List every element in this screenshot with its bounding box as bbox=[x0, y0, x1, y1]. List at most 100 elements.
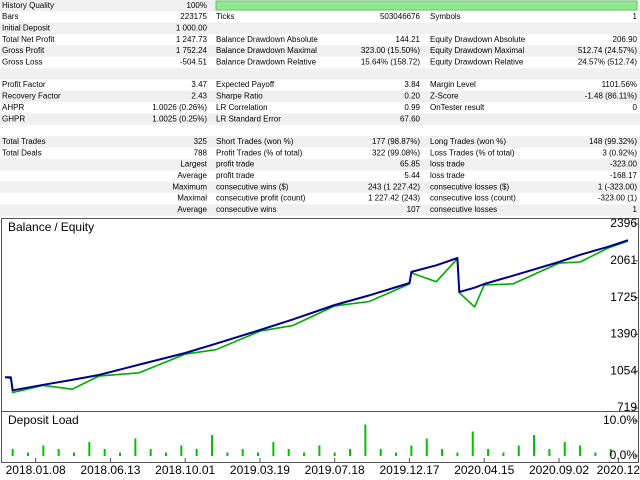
legend-separator: / bbox=[54, 220, 58, 234]
bar bbox=[195, 449, 198, 456]
cell-label: Short Trades (won %) bbox=[216, 137, 294, 146]
bar bbox=[180, 445, 183, 456]
bar bbox=[303, 452, 306, 456]
bar bbox=[471, 431, 474, 456]
cell-label: Equity Drawdown Absolute bbox=[430, 35, 526, 44]
bar bbox=[103, 449, 106, 456]
cell-value: 325 bbox=[194, 137, 208, 146]
row-background bbox=[0, 113, 640, 125]
cell-label: Sharpe Ratio bbox=[216, 92, 263, 101]
x-tick-label: 2020.09.02 bbox=[529, 463, 589, 477]
cell-value: 1 bbox=[633, 205, 638, 214]
chart-frame bbox=[1, 218, 639, 463]
row-background bbox=[0, 181, 640, 193]
cell-value: 107 bbox=[407, 205, 421, 214]
deposit-load-chart: Deposit Load 10.0% 0.0% bbox=[8, 413, 638, 462]
cell-label: Equity Drawdown Relative bbox=[430, 58, 524, 67]
cell-label: GHPR bbox=[2, 114, 25, 123]
bar bbox=[456, 452, 459, 456]
x-tick-label: 2020.12 bbox=[597, 463, 640, 477]
cell-value: 1 000.00 bbox=[176, 23, 208, 32]
cell-value: 1 (-323.00) bbox=[598, 182, 637, 191]
series-line bbox=[4, 240, 629, 394]
cell-value: -1.48 (86.11%) bbox=[585, 92, 638, 101]
cell-label: History Quality bbox=[2, 1, 54, 10]
cell-value: 0.99 bbox=[404, 103, 420, 112]
cell-label: Z-Score bbox=[430, 92, 459, 101]
bar bbox=[594, 452, 597, 456]
cell-label: Expected Payoff bbox=[216, 80, 275, 89]
cell-label: consecutive profit (count) bbox=[216, 194, 306, 203]
cell-label: Gross Profit bbox=[2, 46, 45, 55]
bar bbox=[487, 449, 490, 456]
cell-value: 177 (98.87%) bbox=[372, 137, 420, 146]
y-tick-label: 0.0% bbox=[610, 448, 638, 462]
cell-label: consecutive wins ($) bbox=[216, 182, 289, 191]
bar bbox=[318, 445, 321, 456]
bar bbox=[241, 449, 244, 456]
bar bbox=[425, 438, 428, 456]
bar bbox=[502, 452, 505, 456]
legend-entry: Balance bbox=[8, 220, 52, 234]
bar bbox=[395, 452, 398, 456]
bar bbox=[333, 452, 336, 456]
cell-label: loss trade bbox=[430, 160, 465, 169]
y-tick-label: 1054 bbox=[610, 363, 637, 377]
x-tick-label: 2019.03.19 bbox=[230, 463, 290, 477]
x-tick-label: 2020.04.15 bbox=[454, 463, 514, 477]
cell-label: Equity Drawdown Maximal bbox=[430, 46, 524, 55]
cell-value: 0 bbox=[633, 103, 638, 112]
cell-label: Long Trades (won %) bbox=[430, 137, 506, 146]
row-background bbox=[0, 136, 640, 148]
cell-label: Balance Drawdown Relative bbox=[216, 58, 317, 67]
row-background bbox=[0, 22, 640, 35]
report-table: History Quality 100% Bars 223175 Ticks 503046… bbox=[0, 0, 640, 216]
cell-value: 512.74 (24.57%) bbox=[578, 46, 637, 55]
cell-label: Profit Trades (% of total) bbox=[216, 148, 303, 157]
cell-value: -323.00 bbox=[610, 160, 638, 169]
cell-value: 144.21 bbox=[396, 35, 421, 44]
bar bbox=[349, 449, 352, 456]
bar bbox=[226, 452, 229, 456]
bar bbox=[42, 445, 45, 456]
cell-label: Symbols bbox=[430, 12, 461, 21]
row-background bbox=[0, 158, 640, 171]
bar bbox=[257, 452, 260, 456]
y-tick-label: 1725 bbox=[610, 290, 637, 304]
cell-label: consecutive losses bbox=[430, 205, 497, 214]
cell-value: 1.0026 (0.26%) bbox=[152, 103, 207, 112]
y-tick-label: 10.0% bbox=[603, 413, 637, 427]
bar bbox=[73, 452, 76, 456]
cell-label: Balance Drawdown Absolute bbox=[216, 35, 318, 44]
bar bbox=[88, 442, 91, 456]
cell-value: 5.44 bbox=[404, 171, 420, 180]
x-tick-label: 2018.01.08 bbox=[6, 463, 66, 477]
bar bbox=[364, 424, 367, 456]
cell-label: Recovery Factor bbox=[2, 92, 61, 101]
cell-label: Maximum bbox=[172, 182, 207, 191]
cell-value: 1101.56% bbox=[602, 80, 637, 89]
balance-chart: 2396 2061 1725 1390 1054 719 2018.01.08 2018.06… bbox=[4, 216, 640, 477]
cell-label: Total Trades bbox=[2, 137, 46, 146]
cell-value: 323.00 (15.50%) bbox=[361, 46, 420, 55]
cell-label: OnTester result bbox=[430, 103, 485, 112]
row-background bbox=[0, 204, 640, 216]
cell-label: loss trade bbox=[430, 171, 465, 180]
cell-value: 67.60 bbox=[400, 114, 421, 123]
cell-label: Average bbox=[177, 171, 207, 180]
cell-value: 223175 bbox=[180, 12, 207, 21]
bar bbox=[119, 452, 122, 456]
bar bbox=[517, 445, 520, 456]
bar bbox=[563, 442, 566, 456]
cell-value: 0.20 bbox=[404, 92, 420, 101]
cell-label: Largest bbox=[180, 160, 207, 169]
cell-label: consecutive losses ($) bbox=[430, 182, 509, 191]
cell-value: -168.17 bbox=[610, 171, 638, 180]
cell-label: consecutive loss (count) bbox=[430, 194, 516, 203]
cell-label: Balance Drawdown Maximal bbox=[216, 46, 317, 55]
cell-value: 65.85 bbox=[400, 160, 421, 169]
y-tick-label: 719 bbox=[617, 400, 637, 414]
cell-label: Maximal bbox=[177, 194, 207, 203]
bar bbox=[272, 442, 275, 456]
